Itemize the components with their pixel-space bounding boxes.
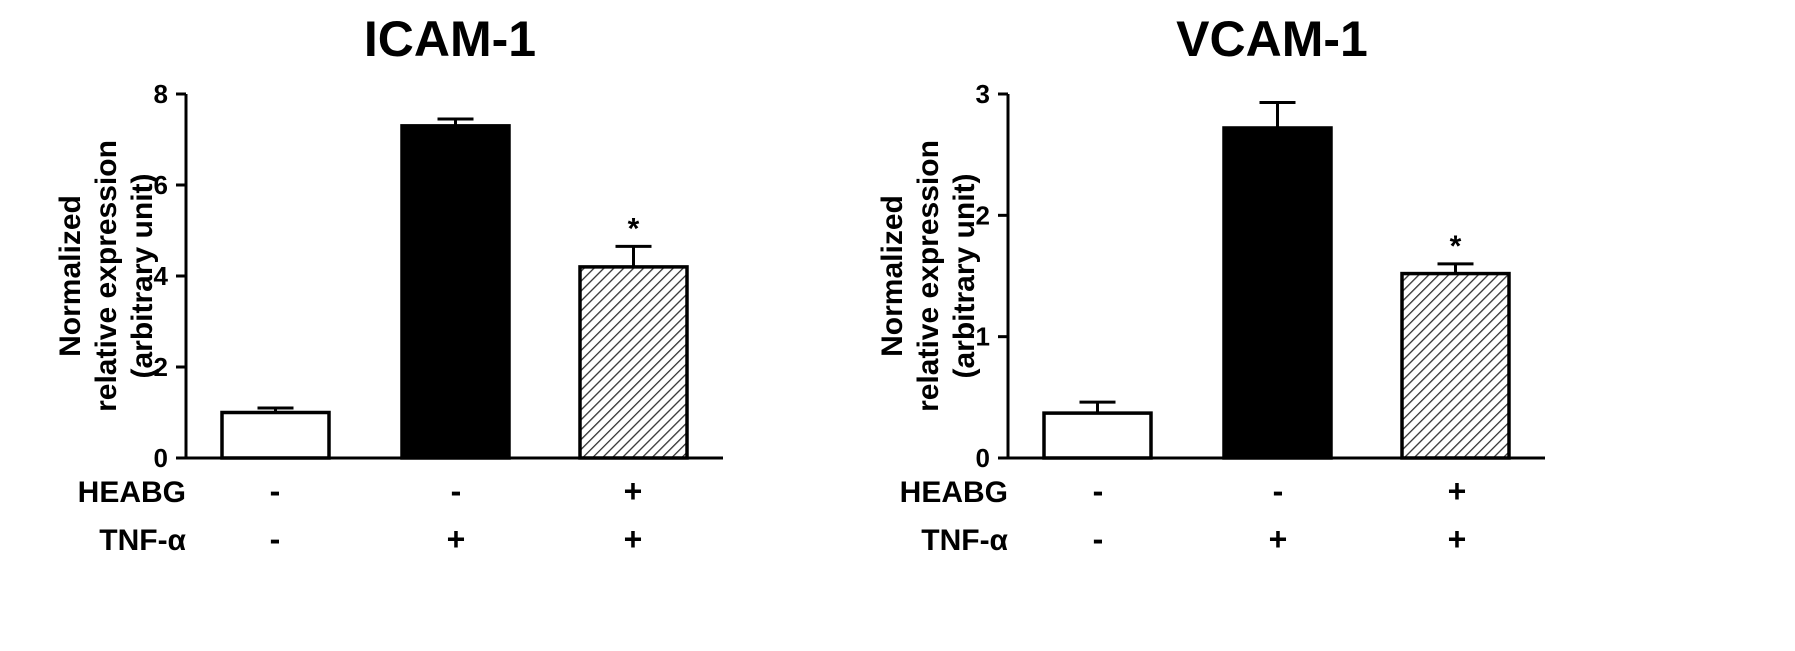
treatment-sign: + xyxy=(1448,521,1467,557)
treatment-sign: + xyxy=(1448,473,1467,509)
treatment-sign: - xyxy=(1093,521,1104,557)
treatment-sign: + xyxy=(624,521,643,557)
chart-title: VCAM-1 xyxy=(1176,11,1368,67)
chart-panel-1: VCAM-1 Normalized relative expression (arbi… xyxy=(876,11,1545,557)
treatment-sign: - xyxy=(451,473,462,509)
y-tick-label: 6 xyxy=(154,170,168,200)
y-tick-label: 2 xyxy=(154,352,168,382)
chart-panel-0: ICAM-1 Normalized relative expression (arbi… xyxy=(54,11,723,557)
y-axis-label-line: (arbitrary unit) xyxy=(126,173,159,378)
significance-marker: * xyxy=(628,212,640,245)
treatment-sign: - xyxy=(1093,473,1104,509)
treatment-sign: - xyxy=(270,473,281,509)
y-tick-label: 4 xyxy=(154,261,169,291)
treatment-row-label: HEABG xyxy=(900,476,1008,509)
treatment-sign: - xyxy=(1273,473,1284,509)
y-axis-label-line: (arbitrary unit) xyxy=(948,173,981,378)
significance-marker: * xyxy=(1450,230,1462,263)
bar-heabg-tnf- xyxy=(578,265,689,460)
y-tick-label: 8 xyxy=(154,79,168,109)
y-axis-label-line: Normalized xyxy=(54,195,87,357)
y-tick-label: 2 xyxy=(976,200,990,230)
bar-control xyxy=(1042,411,1153,460)
treatment-sign: + xyxy=(447,521,466,557)
treatment-row-label: TNF-α xyxy=(921,524,1008,557)
bar-tnf- xyxy=(400,124,511,460)
bar-heabg-tnf- xyxy=(1400,271,1511,460)
y-axis-label-line: relative expression xyxy=(912,140,945,412)
y-tick-label: 1 xyxy=(976,322,990,352)
treatment-sign: + xyxy=(1269,521,1288,557)
y-axis-label-line: Normalized xyxy=(876,195,909,357)
y-tick-label: 0 xyxy=(976,443,990,473)
y-tick-label: 3 xyxy=(976,79,990,109)
treatment-sign: + xyxy=(624,473,643,509)
bar-control xyxy=(220,410,331,460)
treatment-row-label: TNF-α xyxy=(99,524,186,557)
treatment-row-label: HEABG xyxy=(78,476,186,509)
bar-tnf- xyxy=(1222,126,1333,460)
y-axis-label-line: relative expression xyxy=(90,140,123,412)
chart-title: ICAM-1 xyxy=(364,11,536,67)
treatment-sign: - xyxy=(270,521,281,557)
y-tick-label: 0 xyxy=(154,443,168,473)
